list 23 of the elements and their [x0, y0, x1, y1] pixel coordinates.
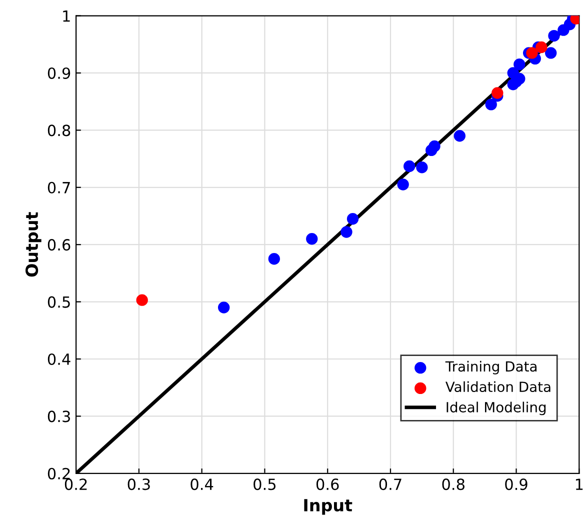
y-tick-label: 0.7: [48, 182, 70, 194]
y-tick-label: 0.6: [48, 239, 70, 251]
x-tick-label: 0.7: [379, 478, 402, 490]
y-tick-label: 0.8: [48, 124, 70, 136]
y-axis-title: Output: [26, 212, 42, 277]
x-tick-label: 0.9: [505, 478, 528, 490]
x-axis-title: Input: [304, 499, 352, 515]
x-tick-label: 0.4: [190, 478, 214, 490]
y-tick-label: 0.2: [48, 468, 70, 480]
x-tick-label: 0.8: [442, 478, 464, 490]
y-tick-label: 0.5: [48, 296, 70, 308]
legend-label: Validation Data: [446, 381, 550, 392]
y-tick-label: 0.3: [48, 410, 70, 422]
x-tick-label: 0.2: [64, 478, 87, 490]
y-tick-label: 0.9: [48, 67, 70, 80]
x-tick-label: 0.3: [128, 478, 150, 490]
y-tick-label: 1: [63, 10, 70, 22]
x-tick-label: 1: [576, 478, 583, 490]
x-tick-label: 0.6: [316, 478, 339, 490]
legend-label: Training Data: [445, 360, 537, 374]
y-tick-label: 0.4: [48, 353, 70, 366]
x-tick-label: 0.5: [254, 478, 276, 490]
legend-label: Ideal Modeling: [446, 402, 546, 416]
